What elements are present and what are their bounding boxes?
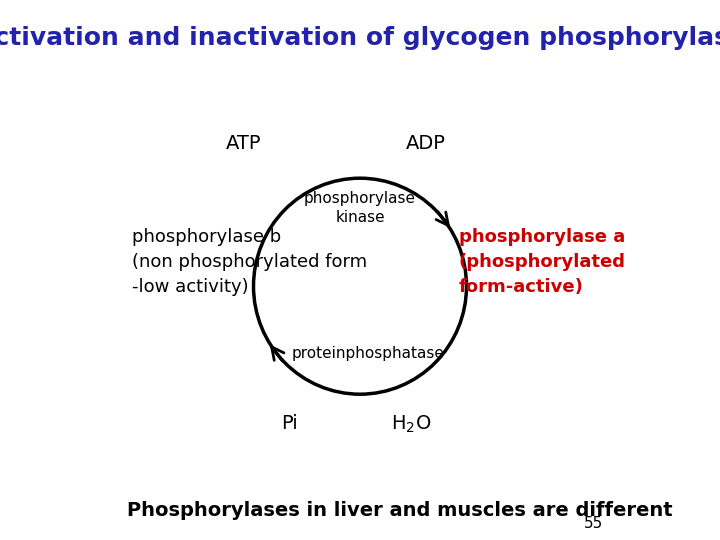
Text: proteinphosphatase: proteinphosphatase	[291, 346, 444, 361]
Text: Pi: Pi	[281, 414, 297, 434]
Text: H$_2$O: H$_2$O	[390, 413, 431, 435]
Text: 55: 55	[584, 516, 603, 531]
Text: phosphorylase a
(phosphorylated
form-active): phosphorylase a (phosphorylated form-act…	[459, 228, 626, 296]
Text: Phosphorylases in liver and muscles are different: Phosphorylases in liver and muscles are …	[127, 501, 672, 520]
Text: Activation and inactivation of glycogen phosphorylase: Activation and inactivation of glycogen …	[0, 26, 720, 50]
Text: phosphorylase b
(non phosphorylated form
-low activity): phosphorylase b (non phosphorylated form…	[132, 228, 367, 296]
Text: ATP: ATP	[225, 133, 261, 153]
Text: phosphorylase
kinase: phosphorylase kinase	[304, 191, 416, 225]
Text: ADP: ADP	[406, 133, 446, 153]
